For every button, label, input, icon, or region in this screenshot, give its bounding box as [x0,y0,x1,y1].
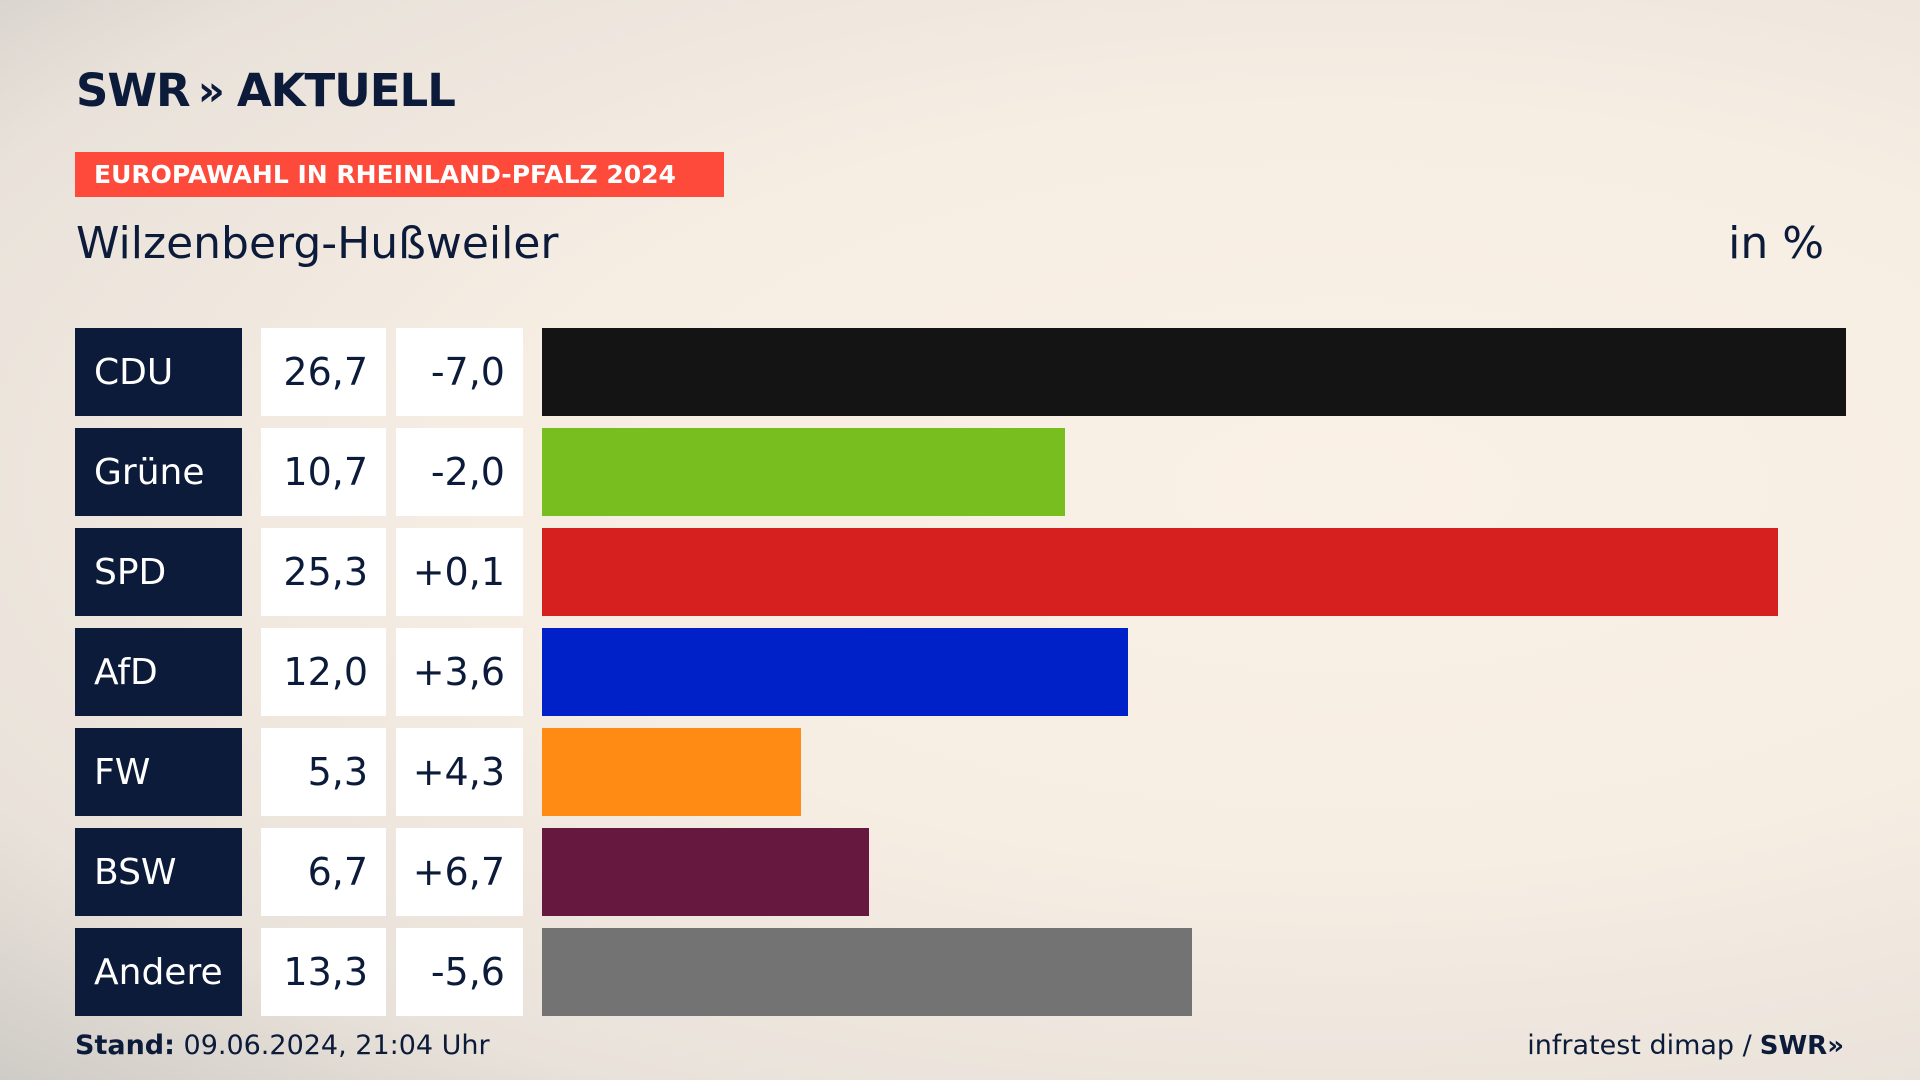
bar [542,928,1192,1016]
chart-title: Wilzenberg-Hußweiler [76,218,559,269]
bar [542,828,869,916]
party-label: CDU [75,328,242,416]
change-label: -7,0 [396,328,523,416]
logo-swr: SWR [76,63,191,117]
change-label: +3,6 [396,628,523,716]
bar [542,628,1128,716]
source-credit: infratest dimap / SWR» [1527,1030,1844,1061]
stand-label: Stand: [75,1030,175,1061]
swr-footer-logo: SWR» [1759,1030,1844,1061]
change-label: +6,7 [396,828,523,916]
unit-label: in % [1728,218,1824,269]
party-label: BSW [75,828,242,916]
bar [542,528,1778,616]
bar [542,328,1846,416]
election-banner: EUROPAWAHL IN RHEINLAND-PFALZ 2024 [75,152,724,197]
logo-chevron-icon: » [197,65,225,115]
party-label: Andere [75,928,242,1016]
bar [542,728,801,816]
stand-value: 09.06.2024, 21:04 Uhr [183,1030,490,1061]
change-label: +0,1 [396,528,523,616]
value-label: 26,7 [261,328,386,416]
party-label: Grüne [75,428,242,516]
logo-aktuell: AKTUELL [236,63,456,117]
party-label: AfD [75,628,242,716]
source-text: infratest dimap / [1527,1030,1752,1061]
value-label: 25,3 [261,528,386,616]
timestamp: Stand: 09.06.2024, 21:04 Uhr [75,1030,490,1061]
value-label: 10,7 [261,428,386,516]
party-label: SPD [75,528,242,616]
value-label: 12,0 [261,628,386,716]
party-label: FW [75,728,242,816]
swr-aktuell-logo: SWR » AKTUELL [76,63,456,117]
change-label: -5,6 [396,928,523,1016]
change-label: -2,0 [396,428,523,516]
change-label: +4,3 [396,728,523,816]
value-label: 6,7 [261,828,386,916]
value-label: 5,3 [261,728,386,816]
value-label: 13,3 [261,928,386,1016]
bar [542,428,1065,516]
